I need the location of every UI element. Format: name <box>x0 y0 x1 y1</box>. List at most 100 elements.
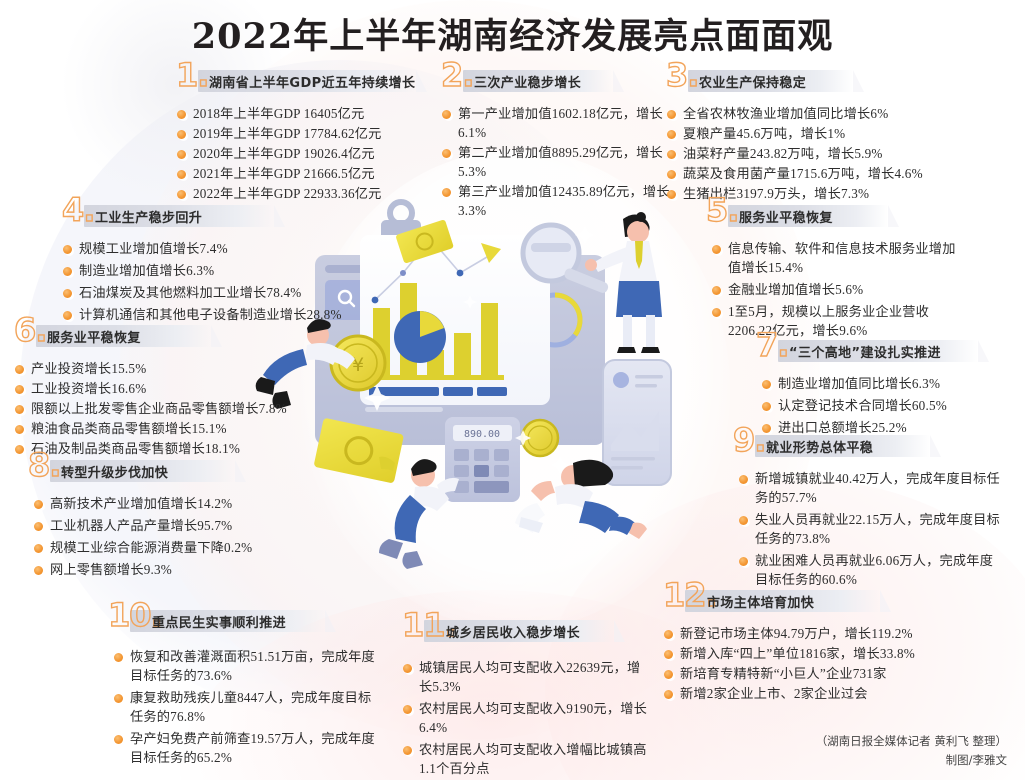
list-item: 工业机器人产品产量增长95.7% <box>28 516 318 535</box>
list-item: 失业人员再就业22.15万人，完成年度目标任务的73.8% <box>733 510 1003 548</box>
section-10-list: 恢复和改善灌溉面积51.51万亩，完成年度目标任务的73.6% 康复救助残疾儿童… <box>108 647 378 767</box>
section-5-header: 5. 服务业平稳恢复 <box>705 193 968 229</box>
section-1-number: 1. <box>175 56 210 94</box>
section-3-heading: 农业生产保持稳定 <box>699 76 807 91</box>
list-item: 第二产业增加值8895.29亿元，增长5.3% <box>441 143 671 181</box>
section-12-header: 12. 市场主体培育加快 <box>662 578 948 614</box>
section-7-heading: “三个高地”建设扎实推进 <box>789 346 941 361</box>
section-9-heading: 就业形势总体平稳 <box>766 441 874 456</box>
section-2-header: 2. 三次产业稳步增长 <box>440 58 671 94</box>
illustration-clipboard-chart <box>360 199 550 405</box>
section-7: 7. “三个高地”建设扎实推进 制造业增加值同比增长6.3% 认定登记技术合同增… <box>755 328 1011 440</box>
list-item: 油菜籽产量243.82万吨，增长5.9% <box>666 144 946 163</box>
illustration-pie-chart <box>394 311 446 363</box>
footer-designer-credit: 制图/李雅文 <box>945 753 1007 767</box>
section-2: 2. 三次产业稳步增长 第一产业增加值1602.18亿元，增长6.1% 第二产业… <box>440 58 671 221</box>
section-3: 3. 农业生产保持稳定 全省农林牧渔业增加值同比增长6% 夏粮产量45.6万吨，… <box>665 58 946 204</box>
section-6: 6. 服务业平稳恢复 产业投资增长15.5% 工业投资增长16.6% 限额以上批… <box>13 313 304 459</box>
list-item: 新培育专精特新“小巨人”企业731家 <box>663 664 948 683</box>
list-item: 规模工业增加值增长7.4% <box>62 239 382 258</box>
list-item: 恢复和改善灌溉面积51.51万亩，完成年度目标任务的73.6% <box>108 647 378 685</box>
list-item: 信息传输、软件和信息技术服务业增加值增长15.4% <box>706 239 968 277</box>
list-item: 产业投资增长15.5% <box>14 359 304 378</box>
section-6-number: 6. <box>13 311 48 349</box>
section-5: 5. 服务业平稳恢复 信息传输、软件和信息技术服务业增加值增长15.4% 金融业… <box>705 193 968 343</box>
section-12-heading: 市场主体培育加快 <box>707 596 815 611</box>
list-item: 第一产业增加值1602.18亿元，增长6.1% <box>441 104 671 142</box>
section-11-header: 11. 城乡居民收入稳步增长 <box>401 608 647 644</box>
section-11-heading: 城乡居民收入稳步增长 <box>446 626 581 641</box>
list-item: 农村居民人均可支配收入增幅比城镇高1.1个百分点 <box>402 740 647 778</box>
section-10-header: 10. 重点民生实事顺利推进 <box>107 598 378 634</box>
section-1-heading: 湖南省上半年GDP近五年持续增长 <box>209 76 416 91</box>
section-7-list: 制造业增加值同比增长6.3% 认定登记技术合同增长60.5% 进出口总额增长25… <box>756 374 1011 437</box>
list-item: 农村居民人均可支配收入9190元，增长6.4% <box>402 699 647 737</box>
illustration-calculator: 890.00 <box>445 417 520 502</box>
section-2-list: 第一产业增加值1602.18亿元，增长6.1% 第二产业增加值8895.29亿元… <box>441 104 671 220</box>
section-4-header: 4. 工业生产稳步回升 <box>61 193 382 229</box>
list-item: 制造业增加值同比增长6.3% <box>756 374 1011 393</box>
list-item: 1至5月，规模以上服务业企业营收2206.22亿元，增长9.6% <box>706 302 968 340</box>
section-8-number: 8. <box>27 446 62 484</box>
list-item: 新增入库“四上”单位1816家，增长33.8% <box>663 644 948 663</box>
list-item: 城镇居民人均可支配收入22639元，增长5.3% <box>402 658 647 696</box>
list-item: 夏粮产量45.6万吨，增长1% <box>666 124 946 143</box>
section-8: 8. 转型升级步伐加快 高新技术产业增加值增长14.2% 工业机器人产品产量增长… <box>27 448 318 582</box>
list-item: 2022年上半年GDP 22933.36亿元 <box>176 184 426 203</box>
section-9-list: 新增城镇就业40.42万人，完成年度目标任务的57.7% 失业人员再就业22.1… <box>733 469 1003 589</box>
list-item: 康复救助残疾儿童8447人，完成年度目标任务的76.8% <box>108 688 378 726</box>
section-3-number: 3. <box>665 56 700 94</box>
section-12-list: 新登记市场主体94.79万户，增长119.2% 新增入库“四上”单位1816家，… <box>663 624 948 703</box>
section-5-list: 信息传输、软件和信息技术服务业增加值增长15.4% 金融业增加值增长5.6% 1… <box>706 239 968 340</box>
list-item: 工业投资增长16.6% <box>14 379 304 398</box>
section-8-header: 8. 转型升级步伐加快 <box>27 448 318 484</box>
list-item: 2019年上半年GDP 17784.62亿元 <box>176 124 426 143</box>
section-4: 4. 工业生产稳步回升 规模工业增加值增长7.4% 制造业增加值增长6.3% 石… <box>61 193 382 327</box>
list-item: 全省农林牧渔业增加值同比增长6% <box>666 104 946 123</box>
list-item: 认定登记技术合同增长60.5% <box>756 396 1011 415</box>
section-6-header: 6. 服务业平稳恢复 <box>13 313 304 349</box>
section-1-header: 1. 湖南省上半年GDP近五年持续增长 <box>175 58 427 94</box>
section-2-heading: 三次产业稳步增长 <box>474 76 582 91</box>
list-item: 新增2家企业上市、2家企业过会 <box>663 684 948 703</box>
section-3-header: 3. 农业生产保持稳定 <box>665 58 946 94</box>
list-item: 就业困难人员再就业6.06万人，完成年度目标任务的60.6% <box>733 551 1003 589</box>
list-item: 制造业增加值增长6.3% <box>62 261 382 280</box>
section-7-number: 7. <box>755 326 790 364</box>
list-item: 金融业增加值增长5.6% <box>706 280 968 299</box>
section-9-header: 9. 就业形势总体平稳 <box>732 423 1003 459</box>
section-1-list: 2018年上半年GDP 16405亿元 2019年上半年GDP 17784.62… <box>176 104 426 203</box>
list-item: 计算机通信和其他电子设备制造业增长28.8% <box>62 305 382 324</box>
list-item: 2020年上半年GDP 19026.4亿元 <box>176 144 426 163</box>
section-8-heading: 转型升级步伐加快 <box>61 466 169 481</box>
list-item: 2018年上半年GDP 16405亿元 <box>176 104 426 123</box>
list-item: 高新技术产业增加值增长14.2% <box>28 494 318 513</box>
list-item: 新登记市场主体94.79万户，增长119.2% <box>663 624 948 643</box>
list-item: 网上零售额增长9.3% <box>28 560 318 579</box>
list-item: 石油煤炭及其他燃料加工业增长78.4% <box>62 283 382 302</box>
section-3-list: 全省农林牧渔业增加值同比增长6% 夏粮产量45.6万吨，增长1% 油菜籽产量24… <box>666 104 946 203</box>
footer-reporter-credit: （湖南日报全媒体记者 黄利飞 整理） <box>815 734 1007 748</box>
coin-symbol: ¥ <box>352 354 364 376</box>
section-4-heading: 工业生产稳步回升 <box>95 211 203 226</box>
section-10: 10. 重点民生实事顺利推进 恢复和改善灌溉面积51.51万亩，完成年度目标任务… <box>107 598 378 770</box>
section-7-header: 7. “三个高地”建设扎实推进 <box>755 328 1011 364</box>
section-1: 1. 湖南省上半年GDP近五年持续增长 2018年上半年GDP 16405亿元 … <box>175 58 427 204</box>
list-item: 粮油食品类商品零售额增长15.1% <box>14 419 304 438</box>
list-item: 限额以上批发零售企业商品零售额增长7.8% <box>14 399 304 418</box>
page-title: 2022年上半年湖南经济发展亮点面面观 <box>191 16 834 57</box>
section-9: 9. 就业形势总体平稳 新增城镇就业40.42万人，完成年度目标任务的57.7%… <box>732 423 1003 592</box>
section-11-list: 城镇居民人均可支配收入22639元，增长5.3% 农村居民人均可支配收入9190… <box>402 658 647 778</box>
calculator-display: 890.00 <box>464 429 500 440</box>
section-5-heading: 服务业平稳恢复 <box>739 211 833 226</box>
section-6-heading: 服务业平稳恢复 <box>47 331 141 346</box>
footer-credits: （湖南日报全媒体记者 黄利飞 整理） 制图/李雅文 <box>816 732 1007 770</box>
section-8-list: 高新技术产业增加值增长14.2% 工业机器人产品产量增长95.7% 规模工业综合… <box>28 494 318 579</box>
list-item: 孕产妇免费产前筛查19.57万人，完成年度目标任务的65.2% <box>108 729 378 767</box>
list-item: 新增城镇就业40.42万人，完成年度目标任务的57.7% <box>733 469 1003 507</box>
section-4-number: 4. <box>61 191 96 229</box>
section-6-list: 产业投资增长15.5% 工业投资增长16.6% 限额以上批发零售企业商品零售额增… <box>14 359 304 458</box>
illustration-phone <box>602 359 672 486</box>
section-10-heading: 重点民生实事顺利推进 <box>152 616 287 631</box>
